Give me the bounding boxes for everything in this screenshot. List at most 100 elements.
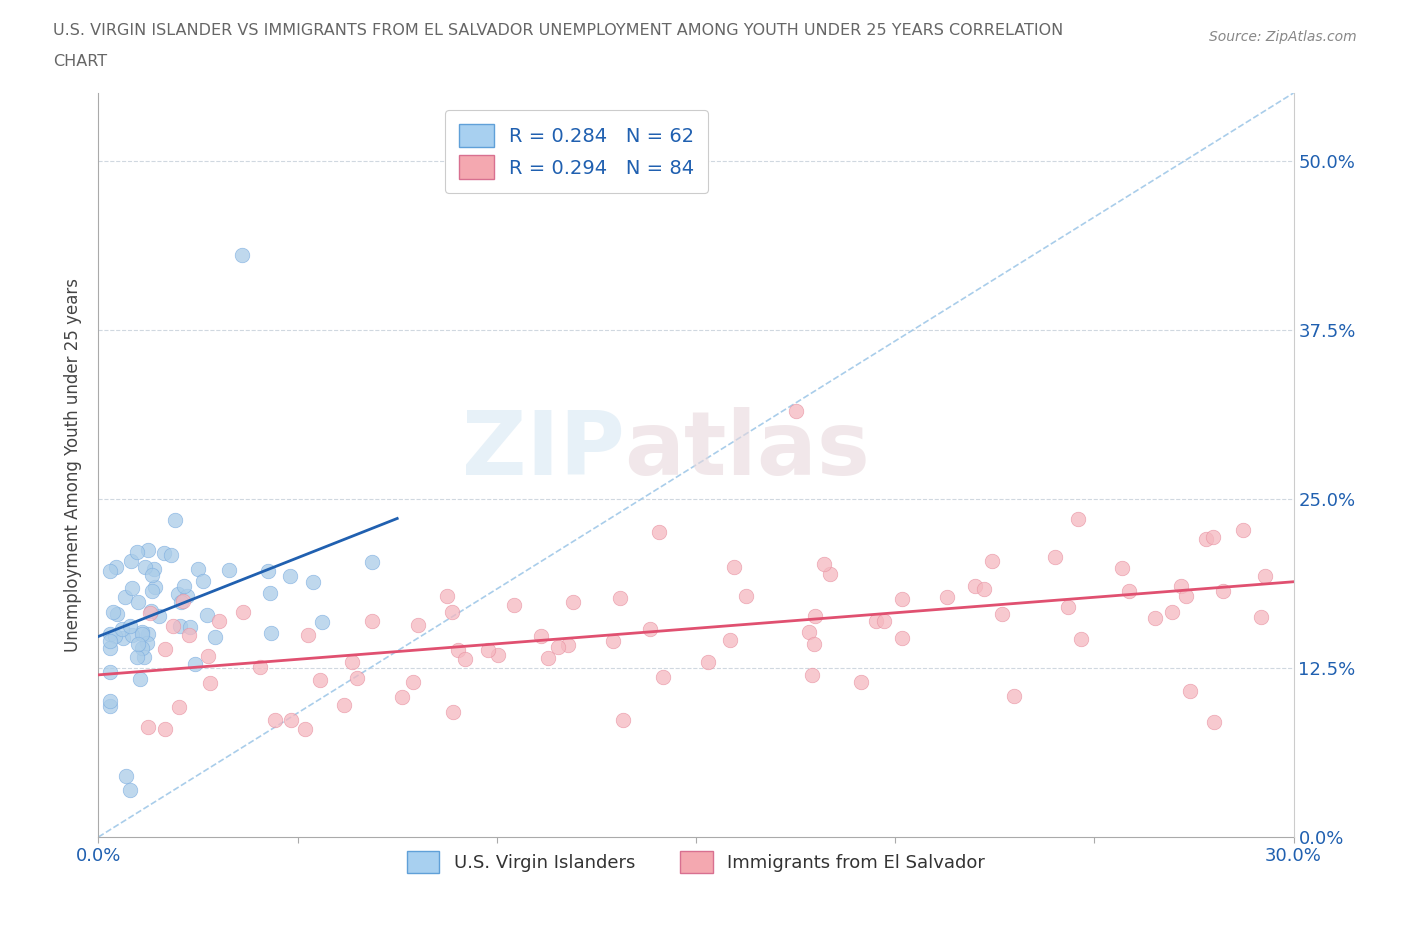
Point — [965, 578, 987, 593]
Point — [311, 614, 333, 629]
Point — [1250, 609, 1272, 624]
Point — [981, 553, 1004, 568]
Point — [134, 560, 156, 575]
Point — [406, 618, 429, 633]
Point — [125, 545, 148, 560]
Point — [302, 575, 325, 590]
Point — [991, 607, 1014, 622]
Point — [155, 722, 177, 737]
Point — [127, 637, 149, 652]
Point — [115, 769, 138, 784]
Point — [249, 660, 271, 675]
Point — [98, 664, 122, 679]
Point — [1067, 512, 1090, 526]
Point — [166, 587, 188, 602]
Point — [804, 609, 827, 624]
Point — [1201, 529, 1223, 544]
Point — [98, 694, 122, 709]
Point — [141, 604, 163, 618]
Point — [1232, 523, 1254, 538]
Point — [890, 631, 912, 645]
Point — [197, 648, 219, 663]
Point — [204, 630, 226, 644]
Point — [136, 626, 159, 641]
Point — [105, 606, 128, 621]
Point — [1056, 600, 1078, 615]
Point — [121, 628, 143, 643]
Point — [537, 651, 560, 666]
Point — [141, 567, 163, 582]
Point — [640, 622, 662, 637]
Point — [104, 559, 127, 574]
Text: CHART: CHART — [53, 54, 107, 69]
Point — [797, 624, 820, 639]
Point — [128, 671, 150, 686]
Point — [361, 614, 384, 629]
Point — [609, 591, 631, 605]
Point — [1111, 561, 1133, 576]
Point — [187, 562, 209, 577]
Point — [1212, 583, 1234, 598]
Point — [557, 638, 579, 653]
Point — [264, 712, 287, 727]
Point — [973, 581, 995, 596]
Point — [218, 562, 240, 577]
Point — [153, 642, 176, 657]
Point — [148, 609, 170, 624]
Point — [1002, 689, 1025, 704]
Point — [1118, 583, 1140, 598]
Point — [114, 590, 136, 604]
Point — [340, 654, 363, 669]
Point — [441, 705, 464, 720]
Point — [297, 628, 319, 643]
Point — [136, 542, 159, 557]
Point — [447, 643, 470, 658]
Point — [612, 712, 634, 727]
Text: U.S. VIRGIN ISLANDER VS IMMIGRANTS FROM EL SALVADOR UNEMPLOYMENT AMONG YOUTH UND: U.S. VIRGIN ISLANDER VS IMMIGRANTS FROM … — [53, 23, 1064, 38]
Point — [167, 699, 190, 714]
Point — [436, 589, 458, 604]
Point — [530, 629, 553, 644]
Y-axis label: Unemployment Among Youth under 25 years: Unemployment Among Youth under 25 years — [65, 278, 83, 652]
Point — [127, 594, 149, 609]
Point — [1195, 531, 1218, 546]
Point — [849, 675, 872, 690]
Legend: U.S. Virgin Islanders, Immigrants from El Salvador: U.S. Virgin Islanders, Immigrants from E… — [399, 844, 993, 880]
Point — [231, 248, 253, 263]
Point — [1070, 632, 1092, 647]
Point — [131, 641, 153, 656]
Point — [260, 626, 283, 641]
Point — [361, 554, 384, 569]
Point — [145, 579, 167, 594]
Point — [98, 627, 122, 642]
Point — [391, 689, 413, 704]
Point — [280, 568, 302, 583]
Point — [1254, 568, 1277, 583]
Point — [1161, 604, 1184, 619]
Point — [125, 649, 148, 664]
Point — [120, 554, 142, 569]
Point — [401, 674, 423, 689]
Point — [184, 657, 207, 671]
Point — [503, 598, 526, 613]
Point — [172, 593, 194, 608]
Point — [142, 562, 165, 577]
Point — [195, 608, 218, 623]
Point — [547, 640, 569, 655]
Point — [648, 525, 671, 539]
Text: atlas: atlas — [624, 406, 870, 494]
Point — [440, 604, 463, 619]
Point — [208, 614, 231, 629]
Point — [309, 672, 332, 687]
Point — [98, 698, 122, 713]
Point — [734, 589, 756, 604]
Point — [259, 586, 281, 601]
Point — [820, 566, 842, 581]
Point — [165, 512, 187, 527]
Point — [232, 604, 254, 619]
Point — [101, 605, 124, 620]
Point — [890, 591, 912, 606]
Point — [602, 633, 624, 648]
Point — [141, 584, 163, 599]
Point — [159, 547, 181, 562]
